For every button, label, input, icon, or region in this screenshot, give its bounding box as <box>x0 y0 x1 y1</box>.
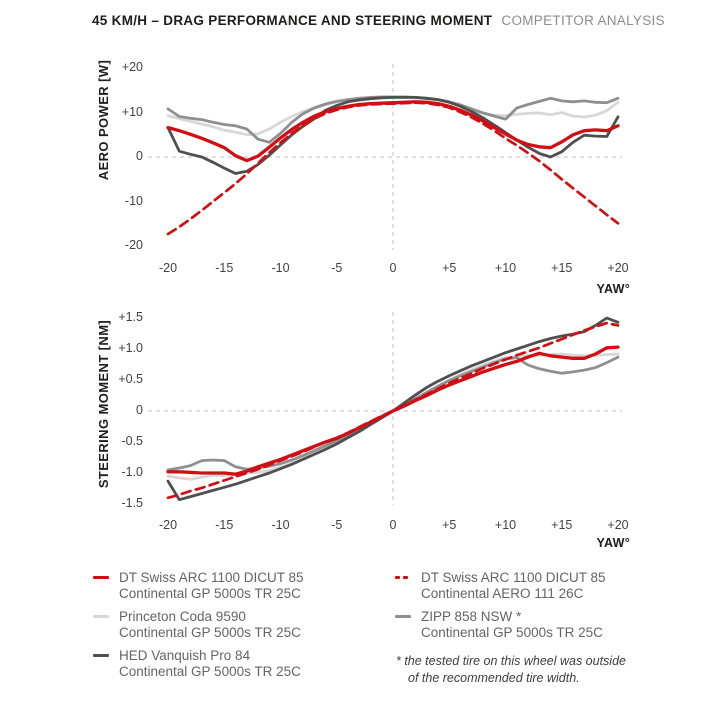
page-title-suffix: COMPETITOR ANALYSIS <box>501 13 665 28</box>
legend-swatch-zipp-858-nsw-solid-line <box>395 615 411 618</box>
x-tick-label: -15 <box>215 261 234 275</box>
y-tick-label: +1.0 <box>118 341 143 355</box>
x-tick-label: +20 <box>607 518 629 532</box>
y-tick-label: +10 <box>121 104 143 119</box>
legend-item-text: DT Swiss ARC 1100 DICUT 85 Continental AE… <box>421 570 606 602</box>
y-tick-label: -0.5 <box>121 434 143 448</box>
series-hed-vanquish-pro-84-chart-0 <box>166 96 620 175</box>
x-tick-label: 0 <box>389 261 397 275</box>
series-dt-swiss-arc-1100-dicut-85-gp-5000s-chart-0 <box>166 100 620 163</box>
legend-wheel-name: Princeton Coda 9590 <box>119 609 246 624</box>
x-tick-label: +10 <box>494 518 517 532</box>
legend-item-dt-swiss-arc-1100-gp5000s: DT Swiss ARC 1100 DICUT 85 Continental GP… <box>93 570 373 602</box>
x-tick-label: -20 <box>158 518 178 532</box>
legend-wheel-name: DT Swiss ARC 1100 DICUT 85 <box>119 570 304 585</box>
y-tick-label: -1.5 <box>121 496 143 510</box>
legend-item-zipp-858-nsw: ZIPP 858 NSW * Continental GP 5000s TR 25… <box>395 609 695 641</box>
legend-wheel-name: HED Vanquish Pro 84 <box>119 648 251 663</box>
legend-item-text: ZIPP 858 NSW * Continental GP 5000s TR 25… <box>421 609 603 641</box>
x-tick-label: -5 <box>331 261 343 275</box>
x-tick-label: +15 <box>551 518 573 532</box>
y-tick-label: 0 <box>136 403 143 417</box>
legend-column-left: DT Swiss ARC 1100 DICUT 85 Continental GP… <box>93 570 373 687</box>
legend-item-text: HED Vanquish Pro 84 Continental GP 5000s … <box>119 648 301 680</box>
legend-item-text: Princeton Coda 9590 Continental GP 5000s … <box>119 609 301 641</box>
legend-swatch-dt-swiss-arc-1100-aero111-dashed-line <box>395 576 411 579</box>
x-tick-label: +20 <box>607 261 629 275</box>
x-tick-label: +5 <box>442 518 457 532</box>
y-tick-label: -20 <box>124 238 143 252</box>
x-axis-label-yaw-bottom: YAW° <box>596 536 630 550</box>
legend-item-dt-swiss-arc-1100-aero111: DT Swiss ARC 1100 DICUT 85 Continental AE… <box>395 570 695 602</box>
legend-tire-name: Continental GP 5000s TR 25C <box>119 664 301 679</box>
y-axis-label-aero-power: AERO POWER [W] <box>96 59 111 181</box>
series-dt-swiss-arc-1100-dicut-85-gp-5000s-chart-1 <box>166 345 620 476</box>
legend-footnote: * the tested tire on this wheel was outs… <box>396 653 666 687</box>
legend-tire-name: Continental GP 5000s TR 25C <box>421 625 603 640</box>
x-tick-label: -10 <box>271 518 290 532</box>
x-tick-label: -5 <box>331 518 343 532</box>
legend-item-hed-vanquish-pro-84: HED Vanquish Pro 84 Continental GP 5000s … <box>93 648 373 680</box>
y-tick-label: +1.5 <box>118 310 143 324</box>
x-tick-label: +10 <box>494 261 517 275</box>
legend-wheel-name: ZIPP 858 NSW * <box>421 609 522 624</box>
x-axis-label-yaw-top: YAW° <box>596 282 630 296</box>
x-tick-label: -20 <box>158 261 178 275</box>
page-title-main: 45 KM/H – DRAG PERFORMANCE AND STEERING … <box>92 13 493 28</box>
legend-tire-name: Continental AERO 111 26C <box>421 586 584 601</box>
legend-swatch-princeton-coda-9590-solid-line <box>93 615 109 618</box>
x-tick-label: +5 <box>442 261 457 275</box>
y-tick-label: -10 <box>124 193 143 208</box>
legend-wheel-name: DT Swiss ARC 1100 DICUT 85 <box>421 570 606 585</box>
y-tick-label: +20 <box>121 60 143 74</box>
legend-column-right: DT Swiss ARC 1100 DICUT 85 Continental AE… <box>395 570 695 648</box>
y-tick-label: +0.5 <box>118 372 143 386</box>
footnote-line-1: * the tested tire on this wheel was outs… <box>396 654 626 668</box>
legend-swatch-dt-swiss-arc-1100-gp5000s-solid-line <box>93 576 109 579</box>
legend-tire-name: Continental GP 5000s TR 25C <box>119 625 301 640</box>
y-tick-label: -1.0 <box>121 465 143 479</box>
legend-tire-name: Continental GP 5000s TR 25C <box>119 586 301 601</box>
page-title: 45 KM/H – DRAG PERFORMANCE AND STEERING … <box>92 13 665 28</box>
x-tick-label: 0 <box>389 518 397 532</box>
footnote-line-2: of the recommended tire width. <box>408 671 580 685</box>
legend-item-princeton-coda-9590: Princeton Coda 9590 Continental GP 5000s … <box>93 609 373 641</box>
x-tick-label: -10 <box>271 261 290 275</box>
legend-swatch-hed-vanquish-pro-84-solid-line <box>93 654 109 657</box>
legend-item-text: DT Swiss ARC 1100 DICUT 85 Continental GP… <box>119 570 304 602</box>
series-zipp-858-nsw-chart-1 <box>166 355 620 472</box>
y-tick-label: 0 <box>136 149 143 163</box>
x-tick-label: -15 <box>215 518 234 532</box>
x-tick-label: +15 <box>551 261 573 275</box>
